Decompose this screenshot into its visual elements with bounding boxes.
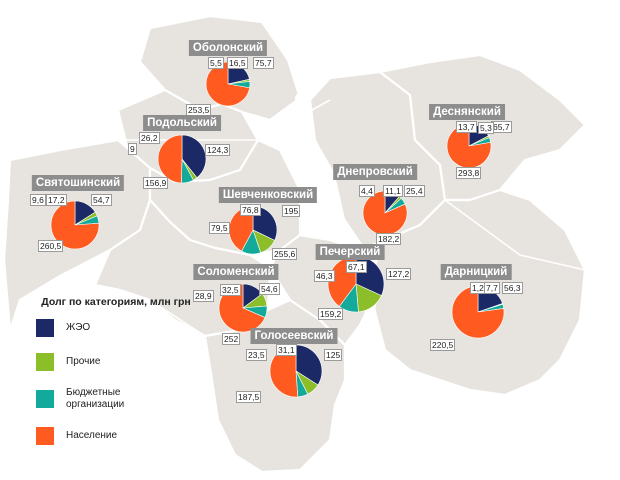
value-label-population: 260,5 [38, 240, 64, 252]
district-label: Дарницкий [440, 264, 512, 280]
legend-swatch-other [36, 353, 54, 371]
value-label-budget: 7,7 [484, 282, 500, 294]
value-label-budget: 26,2 [139, 132, 160, 144]
pie-slice-population [451, 285, 505, 339]
legend: Долг по категориям, млн грн ЖЭО Прочие Б… [36, 296, 196, 461]
pie-3 [228, 205, 278, 255]
legend-label-other: Прочие [66, 356, 101, 367]
district-label: Соломенский [193, 264, 279, 280]
legend-swatch-zheo [36, 319, 54, 337]
pie-slice-zheo [181, 134, 207, 179]
legend-item-population: Население [36, 427, 196, 445]
value-label-population: 156,9 [143, 177, 169, 189]
value-label-zheo: 65,7 [491, 121, 512, 133]
value-label-population: 159,2 [318, 308, 344, 320]
value-label-budget: 17,2 [46, 194, 67, 206]
value-label-zheo: 25,4 [404, 185, 425, 197]
value-label-budget: 28,9 [193, 290, 214, 302]
value-label-zheo: 75,7 [253, 57, 274, 69]
value-label-other: 67,1 [346, 261, 367, 273]
value-label-other: 9 [128, 143, 137, 155]
pie-1 [157, 134, 207, 184]
legend-item-budget: Бюджетные организации [36, 387, 196, 411]
value-label-other: 31,1 [276, 344, 297, 356]
value-label-zheo: 125 [324, 349, 343, 361]
district-label: Шевченковский [218, 187, 318, 203]
value-label-budget: 23,5 [246, 349, 267, 361]
district-label: Оболонский [188, 40, 268, 56]
pie-2 [50, 200, 100, 250]
value-label-zheo: 56,3 [502, 282, 523, 294]
district-label: Днепровский [333, 164, 417, 180]
road-line [444, 199, 586, 271]
value-label-population: 293,8 [456, 167, 482, 179]
legend-label-population: Население [66, 430, 118, 441]
value-label-population: 252 [222, 333, 241, 345]
pie-7 [362, 190, 408, 236]
district-label: Деснянский [429, 104, 505, 120]
legend-swatch-budget [36, 390, 54, 408]
district-label: Святошинский [31, 175, 125, 191]
value-label-other: 32,5 [220, 284, 241, 296]
value-label-budget: 13,7 [456, 121, 477, 133]
district-label: Подольский [143, 115, 221, 131]
district-label: Голосеевский [250, 328, 338, 344]
value-label-budget: 11,1 [383, 185, 403, 197]
legend-title: Долг по категориям, млн грн [41, 296, 191, 308]
value-label-zheo: 195 [282, 205, 301, 217]
district-label: Печерский [315, 244, 385, 260]
legend-item-other: Прочие [36, 353, 196, 371]
value-label-zheo: 127,2 [386, 268, 412, 280]
legend-label-zheo: ЖЭО [66, 322, 91, 333]
value-label-budget: 46,3 [314, 270, 335, 282]
value-label-other: 76,8 [240, 204, 261, 216]
value-label-other: 5,5 [208, 57, 224, 69]
road-line [59, 275, 206, 337]
value-label-other: 5,3 [478, 122, 494, 134]
value-label-population: 220,5 [430, 339, 456, 351]
value-label-zheo: 54,6 [259, 283, 280, 295]
pie-slice-population [157, 134, 183, 184]
value-label-zheo: 54,7 [91, 194, 112, 206]
value-label-budget: 79,5 [209, 222, 230, 234]
value-label-population: 255,6 [272, 248, 298, 260]
value-label-population: 182,2 [376, 233, 402, 245]
legend-item-zheo: ЖЭО [36, 319, 196, 337]
legend-swatch-population [36, 427, 54, 445]
legend-label-budget: Бюджетные организации [66, 387, 125, 410]
value-label-other: 4,4 [359, 185, 375, 197]
value-label-other: 9,6 [30, 194, 46, 206]
value-label-budget: 16,5 [227, 57, 248, 69]
value-label-zheo: 124,3 [205, 144, 231, 156]
value-label-population: 187,5 [236, 391, 262, 403]
